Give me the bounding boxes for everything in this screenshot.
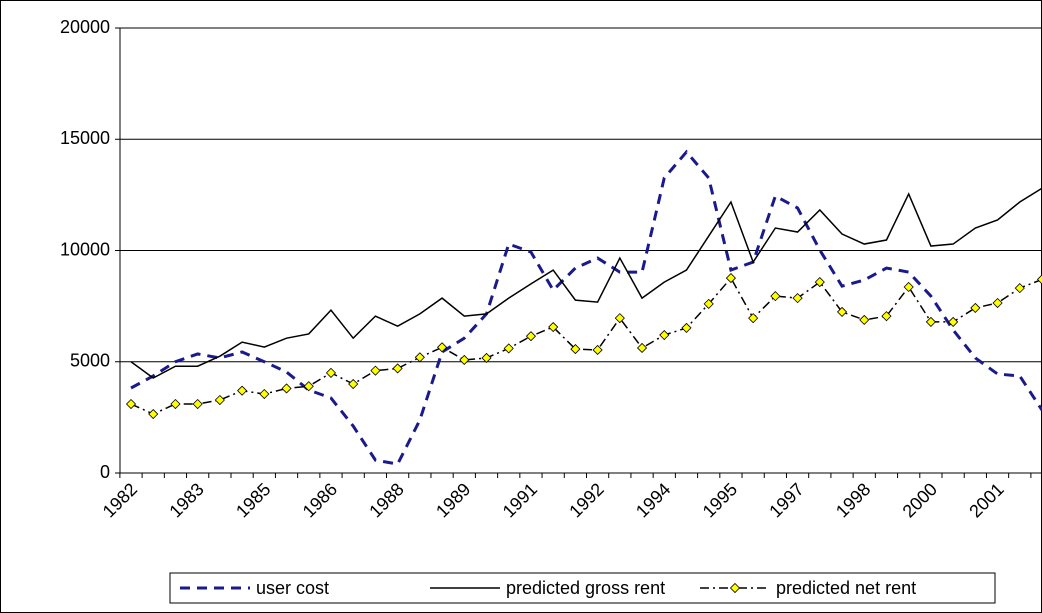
series-marker: [192, 398, 203, 410]
series-marker: [614, 313, 625, 324]
series-marker: [992, 297, 1003, 309]
series-marker: [348, 378, 359, 390]
series-marker: [725, 273, 736, 284]
series-marker: [303, 381, 314, 392]
y-tick-label: 15000: [60, 128, 110, 148]
series-marker: [481, 352, 492, 364]
series-marker: [548, 321, 559, 333]
series-marker: [592, 344, 603, 356]
legend-label: predicted gross rent: [506, 578, 665, 598]
series-marker: [703, 298, 714, 309]
y-tick-label: 0: [100, 462, 110, 482]
series-marker: [392, 363, 403, 374]
series-marker: [814, 277, 825, 288]
series-marker: [281, 383, 292, 394]
series-marker: [948, 316, 959, 327]
series-marker: [1036, 274, 1042, 285]
series-marker: [859, 314, 870, 325]
series-marker: [503, 343, 514, 354]
series-marker: [836, 306, 848, 317]
series-marker: [636, 342, 648, 354]
series-marker: [881, 311, 892, 322]
series-marker: [903, 281, 914, 293]
y-tick-label: 5000: [70, 351, 110, 371]
legend-box: [169, 572, 996, 604]
series-marker: [570, 344, 581, 355]
series-line: [130, 149, 1042, 466]
legend-marker: [729, 582, 741, 594]
series-marker: [170, 398, 181, 410]
series-marker: [414, 352, 425, 363]
series-marker: [1014, 283, 1025, 294]
legend-label: predicted net rent: [776, 578, 916, 598]
series-marker: [259, 388, 270, 400]
series-marker: [325, 367, 337, 378]
series-marker: [681, 322, 692, 333]
series-marker: [792, 293, 803, 304]
y-tick-label: 20000: [60, 17, 110, 37]
series-line: [130, 187, 1042, 379]
series-marker: [770, 291, 781, 302]
series-marker: [437, 342, 448, 353]
series-marker: [525, 331, 537, 342]
series-marker: [459, 354, 470, 366]
y-tick-label: 10000: [60, 239, 110, 259]
series-marker: [925, 316, 936, 327]
series-marker: [970, 302, 981, 313]
series-marker: [148, 408, 159, 420]
legend-label: user cost: [256, 578, 329, 598]
series-marker: [370, 365, 381, 376]
series-marker: [748, 313, 759, 324]
series-marker: [659, 329, 670, 341]
series-marker: [125, 398, 137, 410]
series-marker: [237, 385, 248, 396]
series-marker: [214, 394, 225, 406]
